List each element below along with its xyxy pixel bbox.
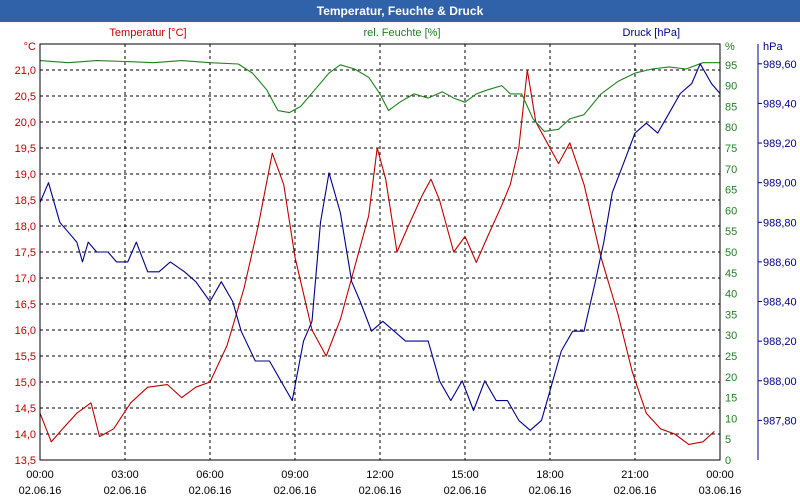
temperature-tick-label: 16,0 <box>15 325 36 337</box>
pressure-tick-label: 988,80 <box>763 217 797 229</box>
pressure-tick-label: 988,00 <box>763 376 797 388</box>
x-tick-date: 02.06.16 <box>274 485 317 497</box>
x-tick-date: 02.06.16 <box>614 485 657 497</box>
x-tick-time: 03:00 <box>111 469 139 481</box>
window-title: Temperatur, Feuchte & Druck <box>0 0 800 22</box>
humidity-tick-label: 15 <box>725 393 737 405</box>
x-tick-time: 00:00 <box>706 469 734 481</box>
temperature-tick-label: 20,0 <box>15 117 36 129</box>
humidity-tick-label: 30 <box>725 330 737 342</box>
humidity-axis-unit: % <box>725 41 735 53</box>
humidity-tick-label: 45 <box>725 268 737 280</box>
temperature-tick-label: 18,5 <box>15 195 36 207</box>
x-tick-time: 18:00 <box>536 469 564 481</box>
x-tick-date: 02.06.16 <box>19 485 62 497</box>
plot-area-border <box>39 43 721 461</box>
x-tick-date: 02.06.16 <box>359 485 402 497</box>
temperature-series-line <box>39 69 715 445</box>
x-tick-date: 03.06.16 <box>699 485 742 497</box>
temperature-tick-label: 14,5 <box>15 403 36 415</box>
pressure-tick-label: 987,80 <box>763 415 797 427</box>
temperature-tick-label: 16,5 <box>15 299 36 311</box>
temperature-axis-unit: °C <box>24 41 36 53</box>
x-tick-date: 02.06.16 <box>529 485 572 497</box>
x-tick-time: 12:00 <box>366 469 394 481</box>
pressure-axis-unit: hPa <box>763 41 783 53</box>
humidity-tick-label: 65 <box>725 185 737 197</box>
x-tick-date: 02.06.16 <box>444 485 487 497</box>
humidity-tick-label: 20 <box>725 372 737 384</box>
x-tick-date: 02.06.16 <box>104 485 147 497</box>
pressure-tick-label: 989,40 <box>763 98 797 110</box>
x-axis-ticks: 00:00 02.06.16 03:00 02.06.16 06:00 02.06.16 0… <box>19 469 742 497</box>
humidity-tick-label: 50 <box>725 247 737 259</box>
pressure-tick-label: 988,40 <box>763 297 797 309</box>
humidity-tick-label: 60 <box>725 205 737 217</box>
series-lines <box>39 60 721 445</box>
temperature-tick-label: 18,0 <box>15 221 36 233</box>
x-tick-time: 15:00 <box>451 469 479 481</box>
humidity-tick-label: 80 <box>725 122 737 134</box>
temperature-tick-label: 17,0 <box>15 273 36 285</box>
temperature-axis-label: Temperatur [°C] <box>109 27 186 39</box>
humidity-tick-label: 5 <box>725 434 731 446</box>
pressure-tick-label: 989,60 <box>763 59 797 71</box>
pressure-axis-ticks: 987,80 988,00 988,20 988,40 988,60 988,80 989,… <box>757 44 797 460</box>
humidity-tick-label: 95 <box>725 60 737 72</box>
humidity-series-line <box>39 60 720 132</box>
pressure-tick-label: 989,00 <box>763 178 797 190</box>
humidity-tick-label: 55 <box>725 226 737 238</box>
humidity-axis-label: rel. Feuchte [%] <box>363 27 440 39</box>
temperature-axis-ticks: 13,5 14,0 14,5 15,0 15,5 16,0 16,5 17,0 17,5 18,0… <box>15 65 36 467</box>
temperature-tick-label: 21,0 <box>15 65 36 77</box>
pressure-series-line <box>39 63 721 431</box>
x-tick-time: 09:00 <box>281 469 309 481</box>
humidity-tick-label: 0 <box>725 455 731 467</box>
humidity-tick-label: 10 <box>725 413 737 425</box>
humidity-axis-ticks: 0 5 10 15 20 25 30 35 40 45 50 55 60 65 70 75 80 85 90 95 <box>725 60 737 467</box>
x-tick-time: 06:00 <box>196 469 224 481</box>
humidity-tick-label: 85 <box>725 101 737 113</box>
temperature-tick-label: 15,5 <box>15 351 36 363</box>
pressure-tick-label: 988,60 <box>763 257 797 269</box>
x-tick-date: 02.06.16 <box>189 485 232 497</box>
humidity-tick-label: 90 <box>725 81 737 93</box>
temperature-tick-label: 14,0 <box>15 429 36 441</box>
temperature-tick-label: 13,5 <box>15 455 36 467</box>
pressure-tick-label: 989,20 <box>763 138 797 150</box>
x-tick-time: 00:00 <box>26 469 54 481</box>
chart: 00:00 02.06.16 03:00 02.06.16 06:00 02.06.16 0… <box>15 27 797 497</box>
x-tick-time: 21:00 <box>621 469 649 481</box>
grid-lines <box>40 44 720 461</box>
humidity-tick-label: 25 <box>725 351 737 363</box>
humidity-tick-label: 70 <box>725 164 737 176</box>
humidity-tick-label: 40 <box>725 289 737 301</box>
pressure-axis-label: Druck [hPa] <box>623 27 680 39</box>
humidity-tick-label: 75 <box>725 143 737 155</box>
temperature-tick-label: 19,5 <box>15 143 36 155</box>
temperature-tick-label: 17,5 <box>15 247 36 259</box>
temperature-tick-label: 19,0 <box>15 169 36 181</box>
pressure-tick-label: 988,20 <box>763 336 797 348</box>
temperature-tick-label: 15,0 <box>15 377 36 389</box>
temperature-tick-label: 20,5 <box>15 91 36 103</box>
humidity-tick-label: 35 <box>725 309 737 321</box>
